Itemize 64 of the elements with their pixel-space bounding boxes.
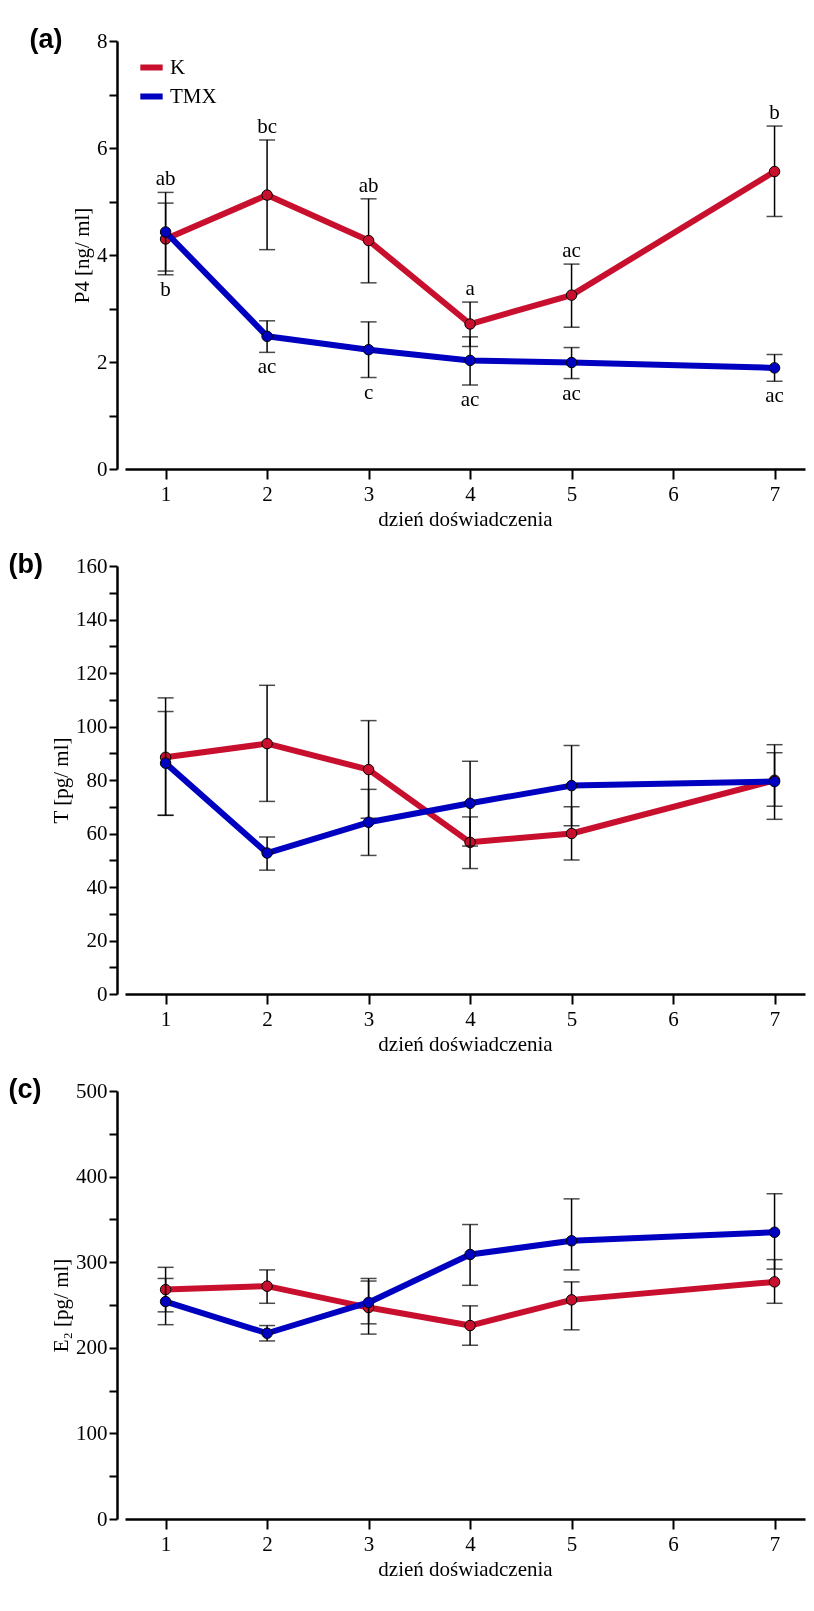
- y-axis-title: P4 [ng/ ml]: [70, 207, 94, 304]
- y-tick-label: 100: [76, 714, 108, 738]
- x-tick-label: 4: [465, 1531, 477, 1556]
- x-tick-label: 5: [566, 1006, 578, 1031]
- x-axis-title: dzień doświadczenia: [378, 506, 554, 531]
- x-tick-label: 3: [363, 1006, 375, 1031]
- x-tick-label: 2: [262, 1531, 273, 1556]
- annotation: ac: [562, 238, 581, 263]
- annotation: b: [769, 100, 780, 125]
- x-tick-label: 5: [566, 481, 578, 506]
- x-tick-label: 7: [769, 481, 781, 506]
- annotation: b: [160, 276, 171, 301]
- annotation: ac: [257, 354, 277, 379]
- y-tick-label: 140: [76, 607, 108, 631]
- x-tick-label: 7: [769, 1531, 781, 1556]
- y-tick-label: 60: [86, 821, 108, 845]
- x-tick-label: 7: [769, 1006, 781, 1031]
- y-tick-label: 500: [76, 1078, 108, 1103]
- x-tick-label: 3: [363, 1531, 375, 1556]
- y-tick-label: 0: [97, 981, 108, 1006]
- x-tick-label: 1: [160, 1006, 172, 1031]
- annotation: ab: [155, 166, 176, 191]
- chart-title: (b): [8, 549, 43, 579]
- y-tick-label: 0: [97, 1506, 108, 1531]
- y-tick-label: 4: [97, 242, 108, 267]
- x-tick-label: 3: [363, 481, 375, 506]
- x-tick-label: 6: [668, 1006, 679, 1031]
- y-tick-label: 80: [86, 767, 108, 792]
- annotation: a: [465, 276, 476, 301]
- y-tick-label: 6: [97, 135, 108, 160]
- annotation: c: [363, 379, 374, 404]
- annotation: ac: [460, 387, 480, 412]
- chart-title: (a): [29, 24, 63, 54]
- y-tick-label: 300: [76, 1249, 108, 1274]
- x-tick-label: 1: [160, 481, 172, 506]
- x-tick-label: 4: [465, 1006, 477, 1031]
- x-axis-title: dzień doświadczenia: [378, 1031, 554, 1056]
- x-axis-title: dzień doświadczenia: [378, 1556, 554, 1581]
- legend-label: K: [170, 54, 186, 79]
- x-tick-label: 4: [465, 481, 477, 506]
- y-tick-label: 200: [76, 1335, 108, 1360]
- y-tick-label: 2: [97, 349, 108, 374]
- legend-label: TMX: [170, 83, 217, 108]
- annotation: ac: [562, 380, 581, 405]
- x-tick-label: 5: [566, 1531, 578, 1556]
- y-tick-label: 0: [97, 456, 108, 481]
- annotation: ab: [358, 172, 379, 197]
- y-tick-label: 400: [76, 1164, 108, 1189]
- x-tick-label: 6: [668, 481, 679, 506]
- y-tick-label: 160: [76, 553, 108, 578]
- chart-title: (c): [8, 1074, 42, 1104]
- x-tick-label: 2: [262, 481, 273, 506]
- annotation: ac: [765, 383, 784, 408]
- y-tick-label: 120: [76, 660, 108, 685]
- x-tick-label: 2: [262, 1006, 273, 1031]
- x-tick-label: 6: [668, 1531, 679, 1556]
- y-axis-title: E₂ [pg/ ml]: [49, 1258, 73, 1353]
- y-axis-title: T [pg/ ml]: [49, 737, 73, 824]
- annotation: bc: [257, 113, 277, 138]
- y-tick-label: 20: [86, 928, 108, 952]
- y-tick-label: 8: [97, 28, 108, 53]
- x-tick-label: 1: [160, 1531, 172, 1556]
- y-tick-label: 40: [86, 874, 108, 899]
- y-tick-label: 100: [76, 1420, 108, 1445]
